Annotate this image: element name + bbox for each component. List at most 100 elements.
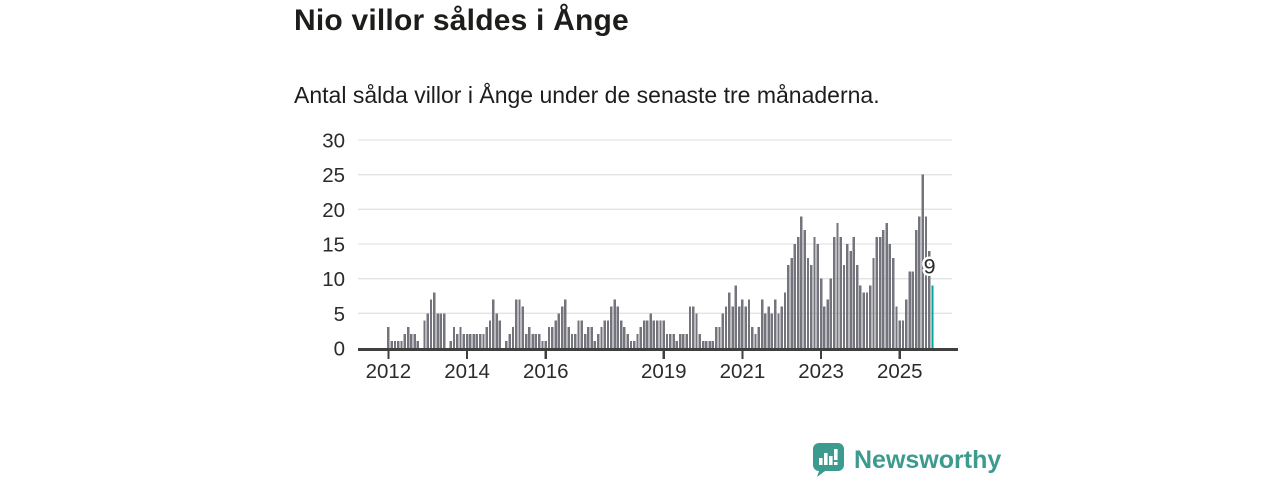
- bar: [823, 306, 826, 348]
- newsworthy-logo-text: Newsworthy: [854, 445, 1002, 474]
- highlight-value-label: 9: [924, 255, 936, 279]
- bar: [567, 327, 570, 348]
- newsworthy-logo[interactable]: Newsworthy: [812, 443, 1001, 477]
- bar: [393, 341, 397, 348]
- bar: [885, 223, 888, 348]
- bar: [875, 237, 879, 348]
- bar: [744, 306, 747, 348]
- bar: [475, 334, 479, 348]
- bar: [924, 216, 928, 348]
- bar: [819, 278, 823, 348]
- bar: [685, 334, 688, 348]
- bar: [610, 306, 613, 348]
- bar: [416, 341, 420, 348]
- x-tick-label: 2025: [877, 360, 923, 383]
- bar: [675, 341, 679, 348]
- bar: [465, 334, 469, 348]
- bar: [623, 327, 626, 348]
- bar: [456, 334, 459, 348]
- bar: [777, 313, 780, 348]
- bar: [646, 320, 649, 348]
- bar: [728, 292, 731, 348]
- bar: [544, 341, 547, 348]
- bar: [780, 306, 783, 348]
- highlight-bar: [931, 285, 934, 348]
- bar: [855, 264, 859, 348]
- bar: [537, 334, 541, 348]
- bar: [600, 327, 603, 348]
- bar: [852, 237, 856, 348]
- bar: [580, 320, 584, 348]
- bar: [423, 320, 426, 348]
- bar: [596, 334, 600, 348]
- bar: [619, 320, 623, 348]
- bar: [511, 327, 515, 348]
- x-tick-label: 2012: [366, 360, 412, 383]
- bar: [921, 174, 924, 348]
- bar: [521, 306, 524, 348]
- bar: [541, 341, 544, 348]
- bar: [911, 271, 915, 348]
- bar: [436, 313, 439, 348]
- bar: [547, 327, 551, 348]
- y-tick-label: 10: [322, 268, 345, 291]
- speech-bubble-shape: [813, 443, 844, 477]
- bar: [413, 334, 416, 348]
- bar: [626, 334, 629, 348]
- bar: [662, 320, 665, 348]
- y-tick-label: 5: [334, 303, 345, 326]
- bar: [564, 299, 567, 348]
- bar: [888, 244, 892, 348]
- newsworthy-logo-icon: [813, 443, 844, 477]
- bar: [711, 341, 715, 348]
- bar: [390, 341, 393, 348]
- bar: [469, 334, 472, 348]
- bar: [842, 264, 846, 348]
- bar: [590, 327, 593, 348]
- bar: [498, 320, 502, 348]
- bar: [918, 216, 921, 348]
- bar: [872, 257, 875, 348]
- bar: [524, 334, 528, 348]
- bar: [846, 244, 849, 348]
- bar: [928, 250, 931, 348]
- bar: [639, 327, 643, 348]
- bar: [682, 334, 685, 348]
- bar: [731, 306, 734, 348]
- bar: [826, 299, 829, 348]
- bar: [878, 237, 882, 348]
- bar: [655, 320, 659, 348]
- logo-bar-2: [824, 453, 828, 465]
- bar: [914, 230, 918, 348]
- bar: [629, 341, 633, 348]
- bar: [839, 237, 842, 348]
- bar: [613, 299, 616, 348]
- bar: [901, 320, 905, 348]
- bar: [833, 237, 836, 348]
- bar: [485, 327, 488, 348]
- bar: [642, 320, 646, 348]
- bar: [426, 313, 429, 348]
- bar: [403, 334, 406, 348]
- bar: [754, 334, 757, 348]
- bar: [439, 313, 443, 348]
- bar: [482, 334, 485, 348]
- bar: [862, 292, 865, 348]
- bar: [649, 313, 652, 348]
- bar: [410, 334, 413, 348]
- y-tick-label: 20: [322, 199, 345, 222]
- bar: [515, 299, 518, 348]
- bar: [882, 230, 885, 348]
- bar: [751, 327, 754, 348]
- bar: [905, 299, 908, 348]
- bar: [800, 216, 803, 348]
- chart-subtitle: Antal sålda villor i Ånge under de senas…: [294, 82, 880, 108]
- bar: [442, 313, 446, 348]
- y-tick-label: 30: [322, 130, 345, 153]
- bar: [747, 299, 751, 348]
- y-tick-label: 15: [322, 234, 345, 257]
- bar: [603, 320, 606, 348]
- bar: [472, 334, 475, 348]
